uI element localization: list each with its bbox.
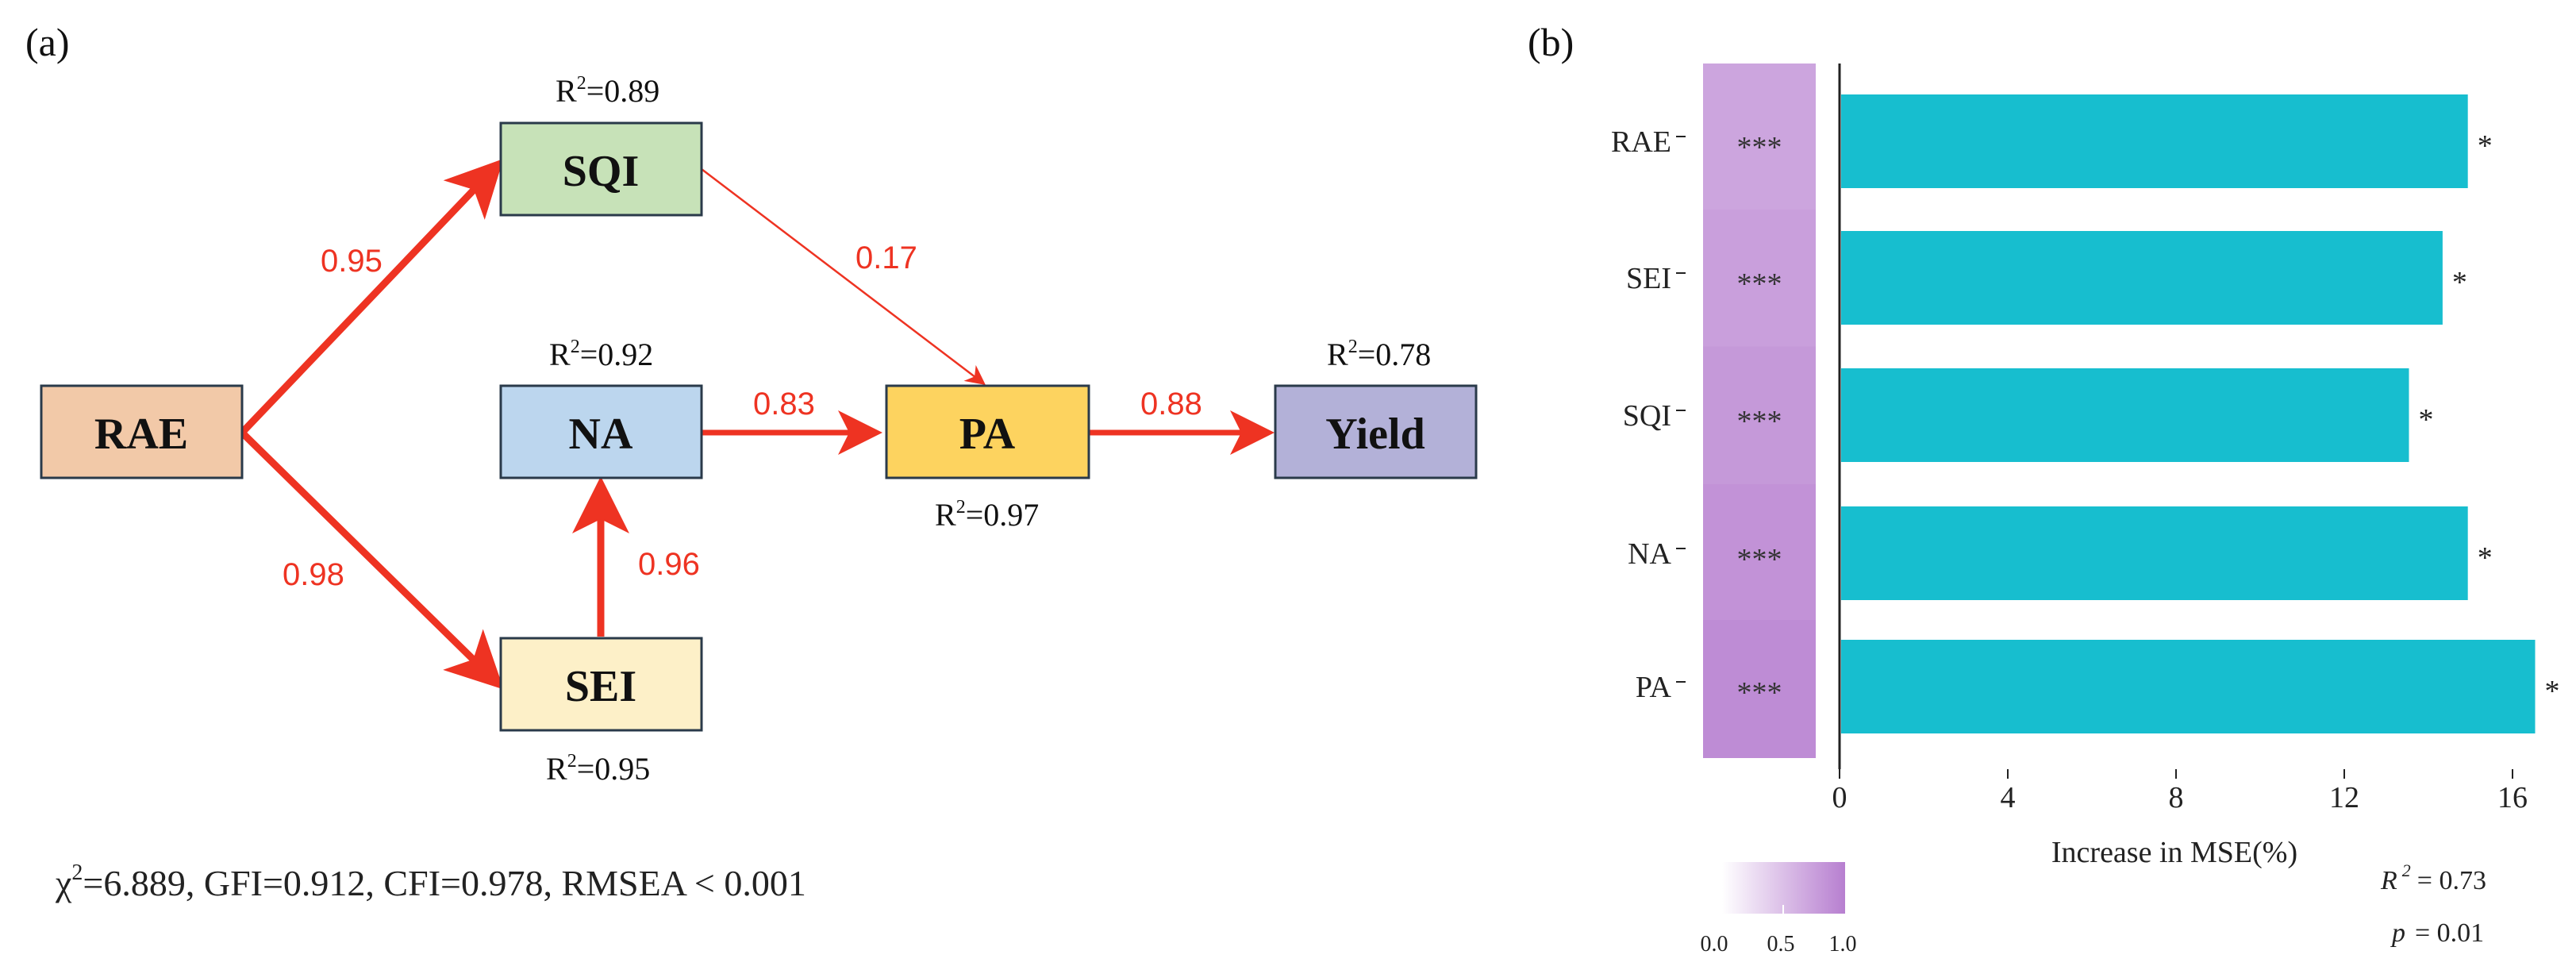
x-tick-label-8: 8 bbox=[2169, 781, 2184, 814]
heat-sig-sei: *** bbox=[1737, 268, 1782, 301]
heat-cell-rae bbox=[1703, 64, 1816, 210]
bar-sig-pa: * bbox=[2545, 675, 2560, 708]
coef-sqi-pa: 0.17 bbox=[855, 241, 917, 275]
coef-rae-sqi: 0.95 bbox=[321, 244, 383, 279]
bar-sig-na: * bbox=[2478, 541, 2493, 575]
heat-sig-pa: *** bbox=[1737, 676, 1782, 710]
path-arrows bbox=[239, 158, 1275, 690]
bar-sig-sei: * bbox=[2452, 266, 2467, 299]
node-rae: RAE bbox=[40, 384, 244, 479]
heat-cell-na bbox=[1703, 484, 1816, 620]
category-label-rae: RAE bbox=[1611, 125, 1671, 159]
r2-pa: R2=0.97 bbox=[935, 497, 1039, 533]
node-sei-label: SEI bbox=[565, 662, 636, 711]
r2-na: R2=0.92 bbox=[549, 337, 653, 372]
bar-rae bbox=[1841, 94, 2468, 188]
category-label-pa: PA bbox=[1636, 671, 1672, 704]
panel-a-label: (a) bbox=[25, 20, 70, 64]
coef-sei-na: 0.96 bbox=[638, 547, 700, 582]
node-na-label: NA bbox=[569, 410, 633, 459]
legend-tick-0: 0.0 bbox=[1701, 932, 1728, 957]
heat-sig-rae: *** bbox=[1737, 131, 1782, 164]
x-tick-label-0: 0 bbox=[1832, 781, 1847, 814]
r2-sei: R2=0.95 bbox=[546, 751, 650, 787]
coef-na-pa: 0.83 bbox=[753, 387, 815, 421]
node-yield-label: Yield bbox=[1325, 410, 1424, 459]
node-sqi: SQI bbox=[499, 121, 703, 217]
node-sqi-label: SQI bbox=[563, 147, 640, 196]
heat-legend: 0.0 0.5 1.0 bbox=[1701, 862, 1857, 957]
x-tick-label-4: 4 bbox=[2001, 781, 2016, 814]
bar-pa bbox=[1841, 640, 2536, 733]
x-tick-label-16: 16 bbox=[2497, 781, 2528, 814]
node-pa-label: PA bbox=[959, 410, 1016, 459]
heat-cell-sqi bbox=[1703, 346, 1816, 484]
arrow-rae-sei bbox=[239, 429, 504, 690]
r2-yield: R2=0.78 bbox=[1327, 337, 1431, 372]
legend-tick-2: 1.0 bbox=[1829, 932, 1857, 957]
node-yield: Yield bbox=[1274, 384, 1478, 479]
arrow-sqi-pa bbox=[701, 168, 986, 386]
fit-indices: χ2=6.889, GFI=0.912, CFI=0.978, RMSEA < … bbox=[55, 860, 806, 903]
heat-sig-sqi: *** bbox=[1737, 405, 1782, 438]
bar-sei bbox=[1841, 231, 2443, 325]
heat-cell-pa bbox=[1703, 620, 1816, 758]
r2-sqi: R2=0.89 bbox=[556, 73, 659, 109]
stat-r2: R 2 = 0.73 bbox=[2380, 860, 2486, 895]
bar-sig-rae: * bbox=[2478, 129, 2493, 163]
node-sei: SEI bbox=[499, 637, 703, 732]
bar-na bbox=[1841, 506, 2468, 600]
node-rae-label: RAE bbox=[94, 410, 188, 459]
stat-p: p = 0.01 bbox=[2390, 918, 2484, 948]
heat-sig-na: *** bbox=[1737, 543, 1782, 576]
node-pa: PA bbox=[885, 384, 1090, 479]
node-na: NA bbox=[499, 384, 703, 479]
bar-sig-sqi: * bbox=[2419, 403, 2434, 437]
x-tick-label-12: 12 bbox=[2329, 781, 2359, 814]
bar-sqi bbox=[1841, 368, 2409, 462]
arrow-rae-sqi bbox=[239, 158, 504, 436]
heat-cell-sei bbox=[1703, 210, 1816, 347]
x-axis-title: Increase in MSE(%) bbox=[2051, 836, 2297, 869]
coef-pa-yield: 0.88 bbox=[1140, 387, 1202, 421]
legend-tick-1: 0.5 bbox=[1767, 932, 1795, 957]
category-label-sqi: SQI bbox=[1623, 399, 1671, 433]
panel-b-label: (b) bbox=[1528, 20, 1574, 64]
category-label-sei: SEI bbox=[1626, 262, 1671, 295]
coef-rae-sei: 0.98 bbox=[283, 557, 344, 592]
category-label-na: NA bbox=[1628, 537, 1671, 571]
